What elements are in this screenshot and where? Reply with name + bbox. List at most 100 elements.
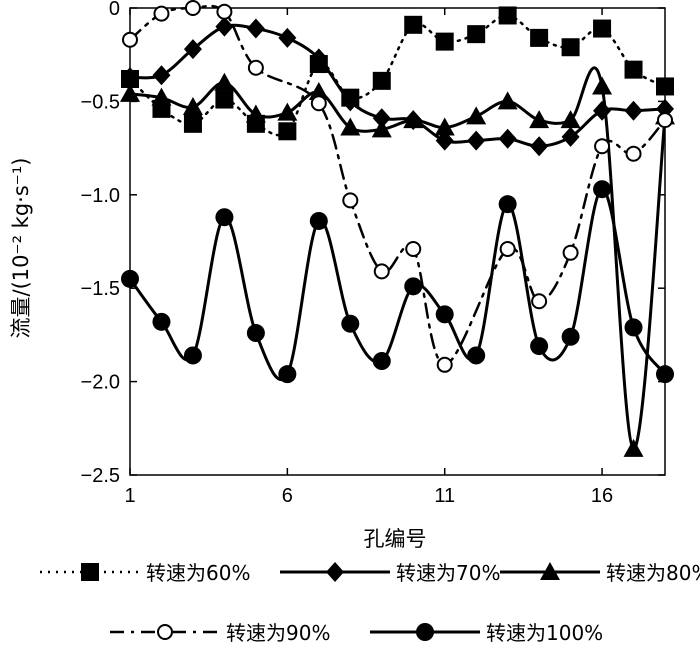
series-line bbox=[128, 187, 667, 382]
data-point bbox=[405, 240, 422, 257]
data-point bbox=[467, 130, 486, 151]
data-point bbox=[530, 136, 549, 157]
plot-border bbox=[129, 7, 666, 476]
data-point bbox=[120, 83, 140, 102]
data-point bbox=[152, 65, 171, 86]
data-point bbox=[624, 60, 643, 79]
legend-marker bbox=[81, 563, 99, 581]
legend-item-2: 转速为70% bbox=[280, 561, 500, 585]
data-point bbox=[625, 145, 642, 162]
data-point bbox=[434, 117, 455, 136]
x-tick-label: 6 bbox=[282, 485, 293, 507]
data-point bbox=[656, 77, 674, 96]
x-axis-title: 孔编号 bbox=[364, 527, 427, 551]
x-tick-label: 16 bbox=[591, 485, 613, 507]
y-axis-title: 流量/(10⁻² kg·s⁻¹) bbox=[9, 158, 33, 339]
data-point bbox=[309, 48, 328, 69]
legend-label: 转速为70% bbox=[396, 561, 500, 585]
data-point bbox=[404, 277, 423, 296]
data-point bbox=[435, 305, 454, 324]
data-point bbox=[183, 114, 202, 133]
data-point bbox=[121, 269, 139, 288]
series-2 bbox=[121, 16, 674, 157]
data-point bbox=[530, 337, 549, 356]
data-point bbox=[245, 104, 266, 123]
legend-marker bbox=[416, 623, 434, 641]
series-1 bbox=[121, 6, 674, 141]
data-point bbox=[246, 324, 265, 343]
legend-marker bbox=[540, 562, 560, 580]
x-tick-label: 11 bbox=[434, 485, 455, 507]
data-point bbox=[435, 32, 454, 51]
data-point bbox=[561, 327, 580, 346]
data-point bbox=[278, 122, 297, 141]
data-point bbox=[183, 346, 202, 365]
data-point bbox=[592, 76, 613, 95]
data-point bbox=[404, 15, 423, 34]
data-point bbox=[594, 138, 611, 155]
data-point bbox=[151, 87, 172, 106]
series-4 bbox=[122, 0, 673, 373]
data-point bbox=[560, 110, 581, 129]
data-point bbox=[215, 90, 234, 109]
data-point bbox=[372, 71, 391, 90]
y-axis: 0 −0.5 −1.0 −1.5 −2.0 −2.5 bbox=[81, 0, 665, 487]
data-point bbox=[656, 365, 674, 384]
data-point bbox=[530, 28, 549, 47]
data-point bbox=[340, 117, 361, 136]
data-point bbox=[561, 126, 580, 147]
data-point bbox=[529, 110, 550, 129]
data-point bbox=[372, 108, 391, 129]
data-point bbox=[624, 318, 643, 337]
data-point bbox=[215, 208, 234, 227]
data-point bbox=[341, 314, 360, 333]
series-3 bbox=[120, 66, 675, 457]
y-tick-label: −2.0 bbox=[81, 372, 120, 394]
legend-item-3: 转速为80% bbox=[500, 561, 700, 585]
data-point bbox=[310, 95, 327, 112]
data-point bbox=[593, 100, 612, 121]
y-tick-label: 0 bbox=[109, 0, 120, 20]
data-point bbox=[152, 312, 171, 331]
data-point bbox=[499, 240, 516, 257]
y-tick-label: −1.0 bbox=[81, 185, 120, 207]
legend-marker bbox=[157, 624, 173, 640]
data-point bbox=[371, 119, 392, 138]
data-point bbox=[309, 211, 328, 230]
data-point bbox=[182, 97, 203, 116]
data-point bbox=[308, 82, 329, 101]
x-tick-label: 1 bbox=[124, 485, 135, 507]
series-line bbox=[128, 4, 667, 367]
data-point bbox=[467, 25, 486, 44]
data-point bbox=[498, 128, 517, 149]
data-point bbox=[403, 110, 424, 129]
data-point bbox=[372, 352, 391, 371]
data-point bbox=[498, 195, 517, 214]
data-point bbox=[278, 27, 297, 48]
legend-marker bbox=[326, 562, 344, 582]
y-tick-label: −2.5 bbox=[81, 465, 120, 487]
data-point bbox=[593, 19, 612, 38]
data-point bbox=[498, 6, 517, 25]
legend-item-4: 转速为90% bbox=[110, 621, 330, 645]
data-point bbox=[278, 365, 297, 384]
legend-item-1: 转速为60% bbox=[40, 561, 250, 585]
plot-frame bbox=[129, 7, 666, 476]
data-point bbox=[497, 91, 518, 110]
series-5 bbox=[121, 180, 674, 384]
data-point bbox=[277, 102, 298, 121]
series-layer bbox=[120, 0, 675, 457]
data-point bbox=[435, 130, 454, 151]
data-point bbox=[214, 72, 235, 91]
y-tick-label: −0.5 bbox=[81, 91, 120, 113]
data-point bbox=[215, 16, 234, 37]
data-point bbox=[624, 100, 643, 121]
data-point bbox=[657, 112, 673, 129]
data-point bbox=[466, 106, 487, 125]
data-point bbox=[593, 180, 612, 199]
data-point bbox=[342, 192, 359, 209]
legend-label: 转速为60% bbox=[146, 561, 250, 585]
legend-label: 转速为100% bbox=[486, 621, 603, 645]
data-point bbox=[183, 39, 202, 60]
